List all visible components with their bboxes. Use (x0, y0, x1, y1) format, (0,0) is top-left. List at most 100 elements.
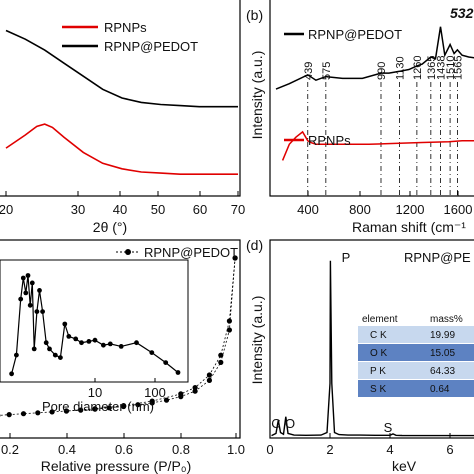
panel-c-tick-label: 0.6 (115, 442, 133, 457)
panel-d-tick-label: 6 (446, 442, 453, 457)
panel-b-tick-label: 400 (297, 202, 319, 217)
isotherm-adsorption-point (49, 409, 55, 415)
pore-distribution-point (163, 360, 169, 365)
panel-d-title: RPNP@PE (404, 250, 471, 265)
isotherm-desorption-point (206, 372, 212, 378)
pore-distribution-point (14, 352, 19, 358)
panel-a-tick-label: 30 (71, 202, 85, 217)
xrd-line-rpnps (5, 123, 238, 175)
panel-d-peak-label-s: S (384, 420, 393, 435)
panel-b-x-axis-title: Raman shift (cm⁻¹ (352, 219, 466, 235)
legend-label-rpnps: RPNPs (104, 20, 147, 35)
panel-c-inset-frame (0, 259, 189, 383)
panel-d-tick-label: 4 (386, 442, 393, 457)
panel-c-legend-text: RPNP@PEDOT (144, 245, 238, 260)
pore-distribution-point (20, 275, 26, 281)
isotherm-adsorption-point (35, 410, 41, 416)
panel-d-tick-label: 0 (266, 442, 273, 457)
panel-b-frame (269, 0, 474, 197)
panel-a-plot (5, 29, 238, 175)
raman-peak-label: 439 (303, 62, 315, 80)
panel-a-x-axis-title: 2θ (°) (93, 219, 127, 235)
panel-d-peak-label-p: P (342, 250, 351, 265)
panel-c-inset: 10 100 Pore diameter (nm) (0, 259, 189, 414)
raman-peak-label: 1510 (445, 56, 457, 80)
panel-d-letter: (d) (246, 237, 263, 253)
pore-distribution-point (101, 342, 106, 348)
panel-b-legend-text-rpnps: RPNPs (308, 133, 351, 148)
isotherm-adsorption-point (192, 388, 198, 394)
panel-b-corner-text: 532 (450, 5, 474, 21)
isotherm-desorption-point (232, 255, 238, 261)
table-cell-mass: 64.33 (430, 366, 455, 377)
table-row-bg (358, 326, 474, 343)
pore-distribution-point (92, 337, 98, 343)
panel-d-peak-label-c: C (271, 416, 280, 431)
pore-distribution-point (47, 346, 52, 352)
isotherm-adsorption-point (20, 411, 27, 417)
panel-a-legend: RPNPs RPNP@PEDOT (62, 20, 198, 54)
panel-b-legend-text-pedot: RPNP@PEDOT (308, 27, 402, 42)
panel-d-table: element mass% C K 19.99 O K 15.05 P K 64… (358, 314, 474, 397)
pore-distribution-point (9, 371, 15, 377)
panel-d-y-axis-title: Intensity (a.u.) (249, 296, 265, 385)
panel-c-inset-x-axis-title: Pore diameter (nm) (42, 399, 154, 414)
table-header-mass: mass% (430, 314, 463, 325)
panel-c-tick-label: 1.0 (227, 442, 245, 457)
pore-distribution-point (43, 340, 49, 346)
panel-b: (b) 532 439 575 990 1130 1260 136514381510156… (246, 0, 474, 235)
panel-d-frame (269, 239, 474, 439)
pore-distribution-point (118, 344, 124, 349)
pore-distribution-point (79, 340, 84, 346)
panel-b-series-label-rpnps: RPNPs (284, 133, 351, 148)
panel-b-series-label-pedot: RPNP@PEDOT (284, 27, 402, 42)
panel-c-frame (0, 239, 241, 439)
panel-d-plot (271, 260, 474, 437)
pore-distribution-point (29, 280, 35, 286)
raman-peak-label: 1565 (452, 56, 464, 80)
pore-distribution-point (86, 339, 92, 344)
isotherm-desorption-point (92, 406, 98, 412)
panel-c-tick-label: 0.8 (172, 442, 190, 457)
panel-c-x-axis-title: Relative pressure (P/P₀) (41, 458, 192, 474)
panel-a: 20 30 40 50 60 70 2θ (°) RPNPs RPNP@PEDO… (0, 0, 245, 235)
panel-c: 0.2 0.4 0.6 0.8 1.0 Relative pressure (P… (0, 239, 245, 474)
table-cell-element: P K (370, 366, 386, 377)
legend-label-rpnp-pedot: RPNP@PEDOT (104, 39, 198, 54)
raman-peak-label: 1438 (436, 56, 448, 80)
pore-distribution-point (66, 334, 72, 339)
pore-distribution-point (34, 309, 40, 314)
isotherm-adsorption-point (163, 397, 170, 403)
pore-distribution-point (40, 309, 45, 314)
pore-distribution-point (37, 288, 42, 293)
table-cell-element: O K (370, 348, 388, 359)
table-cell-mass: 19.99 (430, 330, 455, 341)
panel-a-x-ticks (5, 191, 239, 196)
pore-distribution-point (52, 352, 58, 358)
isotherm-desorption-point (226, 318, 232, 324)
panel-a-tick-label: 60 (193, 202, 207, 217)
isotherm-desorption-point (121, 403, 127, 409)
isotherm-adsorption-point (218, 359, 224, 365)
table-cell-element: S K (370, 384, 386, 395)
panel-c-inset-tick-label: 10 (88, 385, 102, 400)
pore-distribution-point (58, 355, 63, 360)
panel-a-tick-label: 50 (151, 202, 165, 217)
pore-distribution-point (107, 341, 113, 347)
pore-distribution-point (23, 290, 29, 296)
panel-c-inset-tick-label: 100 (144, 385, 166, 400)
panel-b-x-ticks (307, 191, 459, 196)
panel-d-x-axis-title: keV (392, 458, 417, 474)
panel-c-x-ticks (9, 433, 237, 438)
panel-c-legend-marker (125, 249, 131, 255)
table-cell-element: C K (370, 330, 387, 341)
panel-a-tick-label: 40 (113, 202, 127, 217)
panel-d: (d) Intensity (a.u.) 0 2 4 6 keV RPNP@PE… (246, 237, 474, 474)
pore-distribution-point (73, 336, 79, 342)
isotherm-desorption-line (66, 257, 236, 412)
panel-c-inset-plot (9, 273, 181, 377)
pore-distribution-point (149, 350, 155, 355)
panel-b-y-axis-title: Intensity (a.u.) (249, 51, 265, 140)
pore-distribution-point (134, 340, 139, 346)
table-cell-mass: 0.64 (430, 384, 450, 395)
